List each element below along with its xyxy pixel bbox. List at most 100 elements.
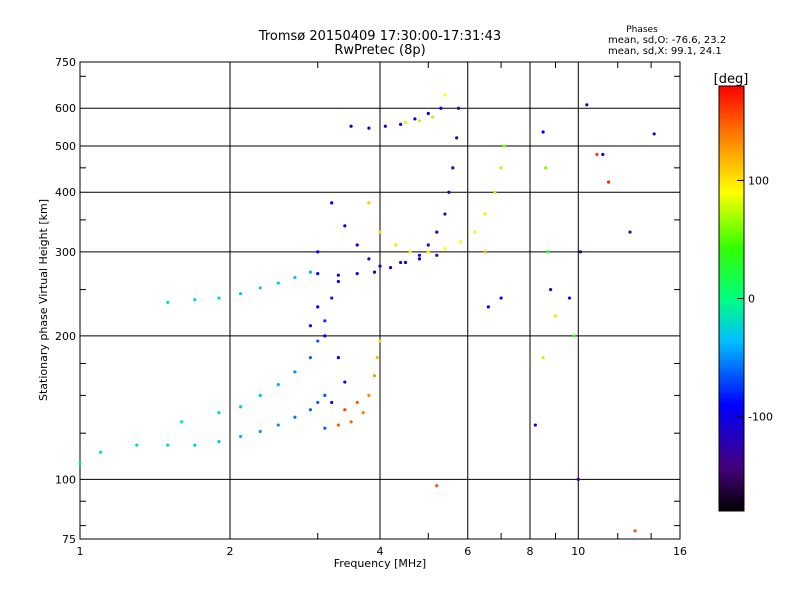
echo-point <box>293 370 297 374</box>
echo-point <box>293 275 297 280</box>
x-tick-label: 2 <box>227 545 234 558</box>
echo-point <box>336 356 340 360</box>
echo-point <box>606 180 611 184</box>
echo-point <box>451 166 455 170</box>
echo-point <box>217 440 221 444</box>
echo-point <box>493 190 497 194</box>
echo-point <box>308 324 313 328</box>
echo-point <box>372 374 377 378</box>
echo-point <box>276 383 280 387</box>
echo-point <box>439 106 443 110</box>
chart-title: Tromsø 20150409 17:30:00-17:31:43 <box>258 29 501 44</box>
y-tick-labels: 75 100 200 300 400 500 600 750 <box>55 56 76 546</box>
echo-point <box>343 380 347 384</box>
echo-point <box>430 115 435 119</box>
echo-point <box>455 136 459 140</box>
echo-point <box>276 281 280 285</box>
colorbar-unit: [deg] <box>714 72 749 87</box>
echo-point <box>238 292 243 296</box>
echo-point <box>238 434 243 439</box>
stats-line-x: mean, sd,X: 99.1, 24.1 <box>608 46 722 57</box>
echo-point <box>372 270 377 274</box>
echo-point <box>323 426 327 430</box>
echo-point <box>394 243 398 247</box>
echo-point <box>601 152 605 157</box>
echo-point <box>367 257 371 261</box>
echo-point <box>323 393 327 398</box>
echo-point <box>499 296 503 300</box>
y-tick-label: 400 <box>55 186 76 199</box>
echo-point <box>541 356 545 360</box>
chart-subtitle: RwPretec (8p) <box>334 43 425 58</box>
colorbar-tick-label: -100 <box>748 411 773 424</box>
colorbar-ticks: 100 0 -100 <box>737 174 773 424</box>
echo-point <box>349 420 353 424</box>
echo-point <box>193 443 197 447</box>
echo-point <box>576 477 580 482</box>
echo-point <box>417 257 422 261</box>
echo-point <box>258 393 262 398</box>
echo-point <box>499 166 503 170</box>
echo-point <box>323 319 327 323</box>
echo-point <box>483 212 487 216</box>
echo-point <box>546 250 550 254</box>
echo-point <box>443 93 447 97</box>
echo-point <box>533 423 537 427</box>
echo-point <box>378 339 382 343</box>
x-tick-labels: 1 2 4 6 8 10 16 <box>77 545 688 558</box>
echo-point <box>238 405 243 409</box>
echo-point <box>595 152 599 157</box>
y-tick-label: 600 <box>55 102 76 115</box>
echo-point <box>323 334 327 338</box>
echo-point <box>293 415 297 419</box>
echo-point <box>399 260 403 265</box>
echo-point <box>458 240 463 244</box>
stats-heading: Phases <box>626 25 658 35</box>
echo-point <box>316 339 320 343</box>
x-tick-label: 6 <box>464 545 471 558</box>
stats-line-o: mean, sd,O: -76.6, 23.2 <box>608 35 726 46</box>
echo-point <box>276 423 280 427</box>
echo-point <box>367 126 371 130</box>
colorbar-tick-label: 0 <box>748 293 755 306</box>
echo-point <box>399 122 403 126</box>
echo-point <box>549 287 553 292</box>
grid-lines <box>80 62 680 539</box>
echo-point <box>417 253 422 257</box>
y-tick-label: 100 <box>55 473 76 486</box>
echo-point <box>383 124 387 128</box>
echo-point <box>343 224 347 228</box>
echo-point <box>633 529 637 533</box>
echo-point <box>349 124 353 128</box>
x-tick-label: 10 <box>571 545 585 558</box>
echo-point <box>316 250 320 254</box>
echo-point <box>355 243 359 247</box>
echo-point <box>585 103 589 107</box>
echo-point <box>403 260 408 265</box>
echo-point <box>502 144 506 148</box>
y-tick-label: 200 <box>55 330 76 343</box>
echo-point <box>336 273 340 277</box>
echo-point <box>355 272 359 276</box>
echo-point <box>316 272 320 276</box>
echo-point <box>330 400 334 405</box>
echo-point <box>330 296 334 300</box>
echo-point <box>180 420 184 424</box>
echo-point <box>544 166 548 170</box>
echo-point <box>308 270 313 274</box>
echo-point <box>166 443 170 447</box>
echo-point <box>258 429 262 434</box>
echo-point <box>541 130 545 134</box>
echo-point <box>426 111 430 116</box>
echo-point <box>308 408 313 412</box>
echo-point <box>486 305 490 309</box>
echo-point <box>316 400 320 405</box>
y-axis-label: Stationary phase Virtual Height [km] <box>37 199 50 401</box>
echo-point <box>447 190 451 194</box>
echo-point <box>375 356 379 360</box>
echo-point <box>378 230 382 234</box>
echo-point <box>330 201 334 205</box>
echo-point <box>408 250 412 254</box>
echo-point <box>99 450 103 454</box>
